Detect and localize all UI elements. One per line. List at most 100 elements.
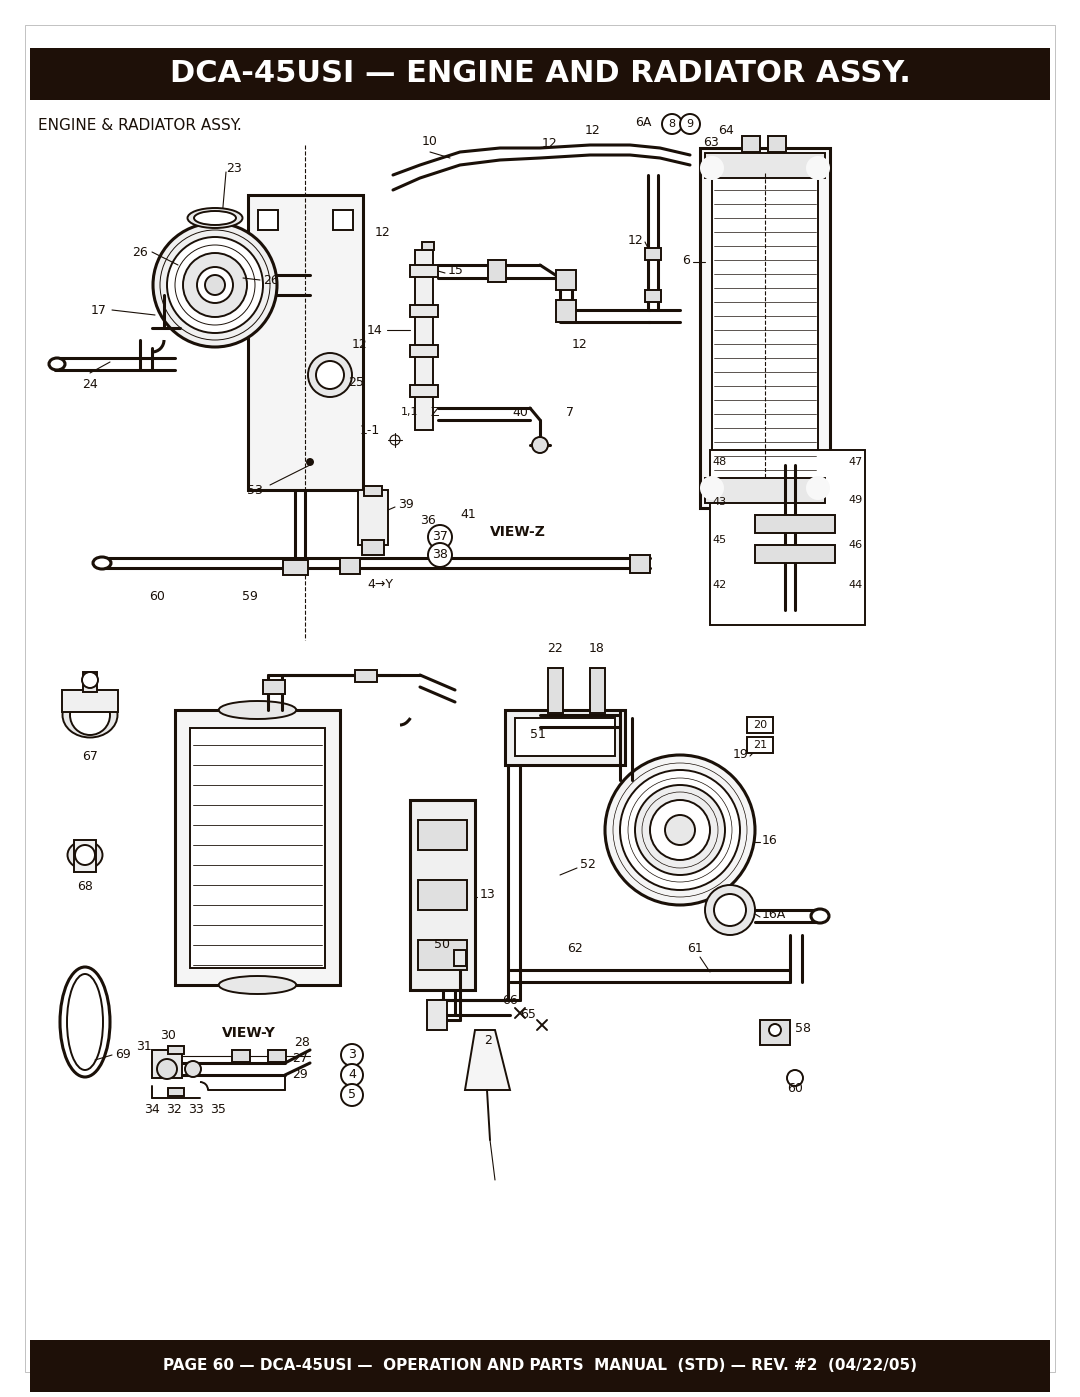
Text: 1-1: 1-1 — [360, 423, 380, 436]
Text: 66: 66 — [502, 993, 518, 1006]
Text: 23: 23 — [226, 162, 242, 175]
Polygon shape — [465, 1030, 510, 1090]
Text: 60: 60 — [149, 590, 165, 604]
Text: 14: 14 — [366, 324, 382, 337]
Circle shape — [307, 460, 313, 465]
Circle shape — [197, 267, 233, 303]
Bar — [410, 800, 475, 990]
Circle shape — [183, 253, 247, 317]
Text: 45: 45 — [712, 535, 726, 545]
Text: 60: 60 — [787, 1081, 802, 1094]
Text: 16: 16 — [762, 834, 778, 847]
Text: 47: 47 — [849, 457, 863, 467]
Bar — [710, 450, 865, 624]
Text: 62: 62 — [567, 942, 583, 956]
Circle shape — [157, 1059, 177, 1078]
Text: 48: 48 — [712, 457, 726, 467]
Circle shape — [205, 275, 225, 295]
Circle shape — [428, 543, 453, 567]
Text: VIEW-Y: VIEW-Y — [222, 1025, 275, 1039]
Circle shape — [680, 115, 700, 134]
Bar — [355, 671, 377, 682]
Text: 46: 46 — [849, 541, 863, 550]
Text: 64: 64 — [718, 123, 733, 137]
Circle shape — [428, 525, 453, 549]
Bar — [742, 136, 760, 152]
Text: 13: 13 — [480, 888, 496, 901]
Circle shape — [605, 754, 755, 905]
Ellipse shape — [806, 476, 831, 500]
Circle shape — [665, 814, 696, 845]
Text: 12: 12 — [542, 137, 558, 149]
Text: 22: 22 — [548, 643, 563, 655]
Bar — [418, 940, 467, 970]
Text: 26: 26 — [264, 274, 279, 286]
Text: 6: 6 — [683, 253, 690, 267]
Text: 20: 20 — [753, 719, 767, 731]
Circle shape — [167, 237, 264, 332]
Bar — [760, 1020, 789, 1045]
Text: 1,1: 1,1 — [402, 407, 419, 416]
Circle shape — [82, 672, 98, 687]
Text: 12: 12 — [375, 225, 391, 239]
Text: 63: 63 — [703, 137, 719, 149]
Text: 41: 41 — [460, 509, 476, 521]
Bar — [30, 1340, 1050, 1391]
Text: 59: 59 — [242, 590, 258, 604]
Bar — [712, 166, 818, 490]
Text: Z: Z — [431, 405, 440, 419]
Text: 40: 40 — [512, 405, 528, 419]
Text: 12: 12 — [352, 338, 368, 352]
Bar — [700, 148, 831, 509]
Text: 37: 37 — [432, 531, 448, 543]
Bar — [340, 557, 360, 574]
Circle shape — [341, 1044, 363, 1066]
Bar — [645, 291, 661, 302]
Ellipse shape — [188, 208, 243, 228]
Text: 6A: 6A — [635, 116, 651, 129]
Text: 30: 30 — [160, 1030, 176, 1042]
Text: 15: 15 — [448, 264, 464, 277]
Circle shape — [432, 527, 448, 543]
Ellipse shape — [219, 701, 296, 719]
Circle shape — [714, 894, 746, 926]
Text: 33: 33 — [188, 1104, 204, 1116]
Bar — [283, 560, 308, 576]
Text: 31: 31 — [136, 1041, 152, 1053]
Bar — [258, 210, 278, 231]
Circle shape — [316, 360, 345, 388]
Bar — [357, 490, 388, 545]
Bar — [190, 728, 325, 968]
Text: 53: 53 — [247, 483, 262, 496]
Bar — [705, 478, 825, 503]
Text: VIEW-Z: VIEW-Z — [490, 525, 545, 539]
Bar — [645, 249, 661, 260]
Text: 26: 26 — [132, 246, 148, 258]
Bar — [755, 515, 835, 534]
Circle shape — [341, 1084, 363, 1106]
Ellipse shape — [700, 156, 724, 180]
Bar — [556, 270, 576, 291]
Text: 69: 69 — [114, 1049, 131, 1062]
Circle shape — [769, 1024, 781, 1037]
Bar — [410, 345, 438, 358]
Bar — [556, 300, 576, 321]
Text: 9: 9 — [687, 119, 693, 129]
Text: 51: 51 — [530, 728, 545, 742]
Text: 19: 19 — [732, 749, 748, 761]
Bar — [705, 154, 825, 177]
Ellipse shape — [219, 977, 296, 995]
Bar — [410, 386, 438, 397]
Bar — [333, 210, 353, 231]
Circle shape — [308, 353, 352, 397]
Text: 35: 35 — [211, 1104, 226, 1116]
Bar — [422, 242, 434, 250]
Circle shape — [662, 115, 681, 134]
Text: 44: 44 — [849, 580, 863, 590]
Text: 18: 18 — [589, 643, 605, 655]
Bar — [168, 1088, 184, 1097]
Bar — [152, 1051, 183, 1078]
Circle shape — [650, 800, 710, 861]
Bar — [75, 840, 96, 872]
Text: 42: 42 — [712, 580, 726, 590]
